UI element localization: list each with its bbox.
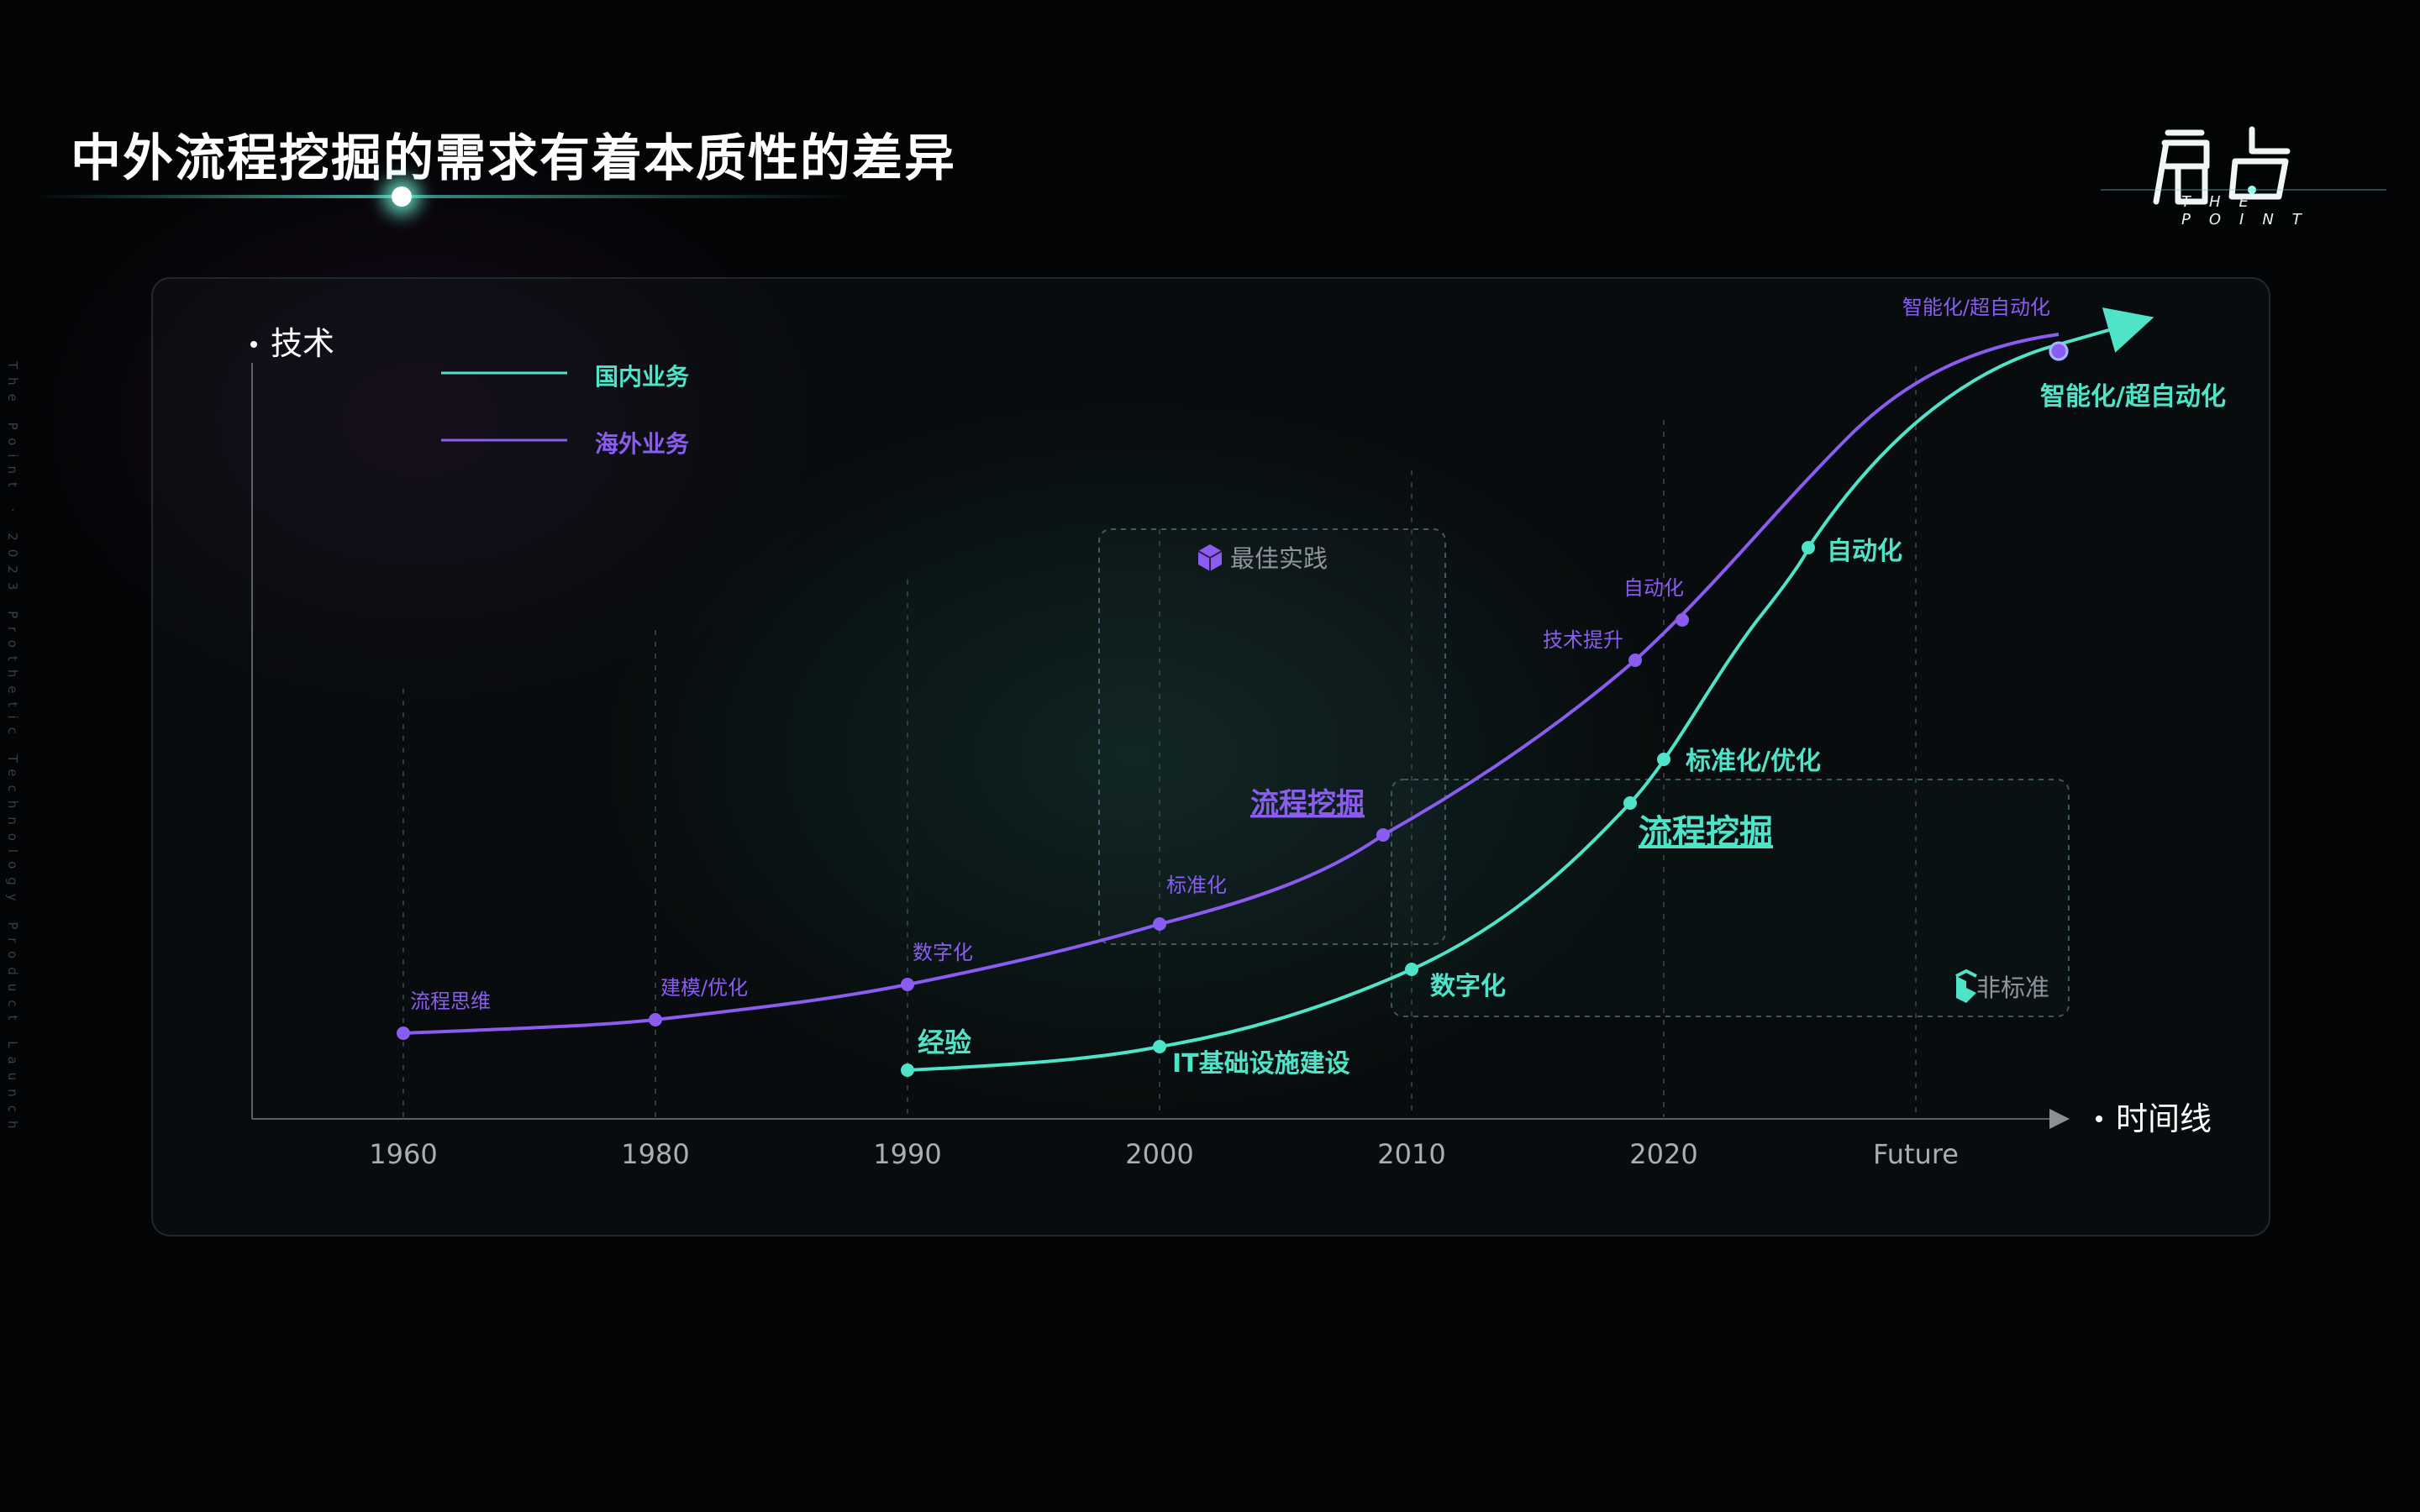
data-label: 流程挖掘 [1250, 787, 1365, 821]
x-tick-label: 2020 [1629, 1138, 1697, 1170]
brand-logo [2101, 126, 2386, 205]
data-label: 数字化 [1430, 972, 1506, 1001]
cycle-icon [1955, 969, 1977, 1003]
x-axis-bullet [2096, 1116, 2102, 1122]
data-point [1405, 963, 1418, 976]
y-axis-label: 技术 [271, 325, 334, 362]
data-point [397, 1026, 410, 1040]
data-point [649, 1013, 662, 1026]
chart-panel [151, 277, 2270, 1236]
non-standard-region [1391, 779, 2070, 1017]
legend-label-domestic: 国内业务 [595, 363, 689, 391]
data-label: 标准化/优化 [1686, 747, 1821, 776]
x-tick-label: 2000 [1125, 1138, 1193, 1170]
data-point [2049, 341, 2069, 361]
best-practice-region [1098, 528, 1446, 945]
data-label: 自动化 [1827, 537, 1902, 566]
brand-logo-subtitle: THE POINT [2181, 193, 2320, 228]
data-label: 技术提升 [1543, 628, 1623, 652]
data-point [901, 978, 914, 991]
x-tick-label: 1980 [621, 1138, 689, 1170]
data-point [1153, 1040, 1166, 1053]
data-point [1676, 613, 1689, 627]
data-label: 流程挖掘 [1639, 813, 1773, 852]
data-label: 智能化/超自动化 [2040, 382, 2226, 412]
data-point [1628, 654, 1642, 667]
data-label: 建模/优化 [660, 976, 748, 1000]
gridlines [402, 366, 1917, 1117]
data-label: 自动化 [1623, 576, 1684, 600]
data-label: 智能化/超自动化 [1902, 296, 2050, 319]
data-point [1623, 796, 1637, 810]
data-point [1376, 828, 1390, 842]
data-label: 标准化 [1166, 874, 1227, 897]
x-axis-label: 时间线 [2116, 1100, 2212, 1137]
cube-icon [1197, 544, 1223, 571]
series-line-overseas [402, 333, 2060, 1035]
legend-label-overseas: 海外业务 [595, 430, 689, 458]
x-tick-label: 2010 [1377, 1138, 1445, 1170]
data-point [901, 1063, 914, 1077]
x-tick-label: 1960 [369, 1138, 437, 1170]
data-point [1802, 541, 1815, 554]
title-glow-dot [392, 186, 412, 207]
page-title: 中外流程挖掘的需求有着本质性的差异 [71, 129, 956, 188]
data-label: 流程思维 [410, 990, 491, 1013]
data-point [1153, 917, 1166, 931]
data-point [1657, 753, 1670, 766]
best-practice-label: 最佳实践 [1230, 544, 1328, 573]
data-label: 经验 [918, 1026, 971, 1058]
x-tick-label: 1990 [873, 1138, 941, 1170]
y-axis-bullet [250, 341, 257, 348]
data-label: IT基础设施建设 [1172, 1049, 1350, 1079]
data-label: 数字化 [913, 941, 973, 964]
non-standard-label: 非标准 [1976, 974, 2049, 1002]
title-underline [34, 195, 857, 198]
x-tick-label: Future [1873, 1138, 1959, 1170]
